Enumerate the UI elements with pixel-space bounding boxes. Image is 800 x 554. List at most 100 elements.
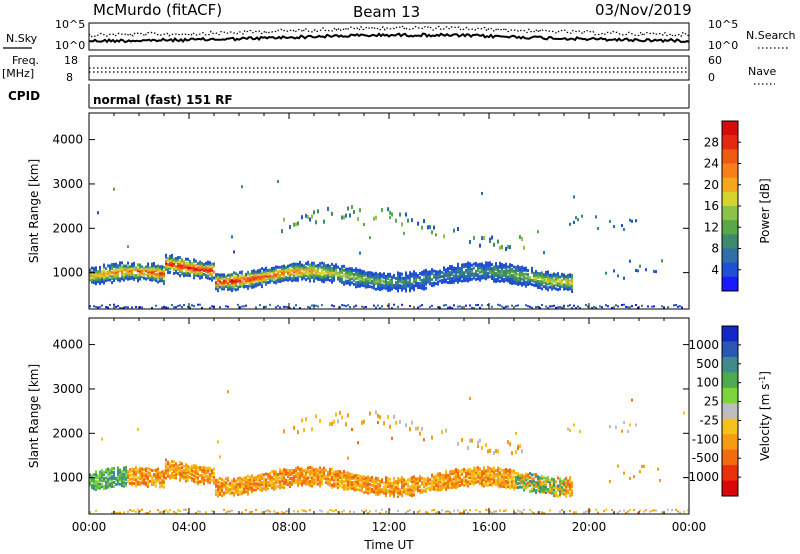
data-cell [551, 285, 553, 289]
data-cell [225, 279, 227, 283]
data-cell [569, 273, 571, 277]
data-cell [181, 264, 183, 268]
data-cell [507, 485, 509, 489]
data-cell [455, 483, 457, 487]
data-cell [603, 510, 605, 513]
data-cell [311, 271, 313, 275]
data-cell [139, 277, 141, 281]
data-cell [407, 492, 409, 496]
data-cell [541, 275, 543, 279]
data-cell [335, 265, 337, 269]
data-cell [347, 473, 349, 477]
data-cell [449, 472, 451, 476]
data-cell [353, 510, 355, 513]
data-cell [297, 476, 299, 480]
data-cell [243, 305, 245, 308]
data-cell [409, 491, 411, 495]
data-cell [409, 285, 411, 289]
data-cell [403, 484, 405, 488]
data-cell [343, 487, 345, 491]
data-cell [233, 477, 235, 481]
data-cell [151, 276, 153, 280]
data-cell [525, 486, 527, 490]
data-cell [141, 273, 143, 277]
data-cell [383, 284, 385, 288]
data-cell [521, 267, 523, 271]
data-cell [243, 277, 245, 281]
data-cell [201, 263, 203, 267]
data-cell [495, 272, 497, 276]
data-cell [101, 276, 103, 280]
data-cell [319, 476, 321, 480]
data-cell [483, 470, 485, 474]
data-cell [251, 269, 253, 273]
data-cell [281, 473, 283, 477]
data-cell [91, 280, 93, 284]
data-cell [541, 287, 543, 291]
data-cell [515, 273, 517, 277]
data-cell [215, 281, 217, 285]
data-cell [395, 281, 397, 285]
data-cell [283, 264, 285, 268]
data-cell [257, 476, 259, 480]
data-cell [345, 483, 347, 487]
data-cell [193, 465, 195, 469]
data-cell [159, 473, 161, 477]
data-cell [203, 264, 205, 268]
data-cell [507, 265, 509, 269]
data-cell [529, 278, 531, 282]
data-cell [361, 305, 363, 308]
data-cell [101, 471, 103, 475]
data-cell [431, 475, 433, 479]
data-cell [143, 276, 145, 280]
data-cell [389, 491, 391, 495]
data-cell [107, 485, 109, 489]
data-cell [391, 277, 393, 281]
data-cell [159, 485, 161, 489]
data-cell [185, 271, 187, 275]
data-cell [507, 305, 509, 308]
data-cell [123, 480, 125, 484]
data-cell [507, 271, 509, 275]
data-cell [243, 285, 245, 289]
data-cell [347, 275, 349, 279]
data-cell [227, 285, 229, 289]
data-cell [435, 276, 437, 280]
data-cell [221, 486, 223, 490]
data-cell [325, 274, 327, 278]
data-cell [253, 285, 255, 289]
data-cell [449, 478, 451, 482]
data-cell [145, 269, 147, 273]
data-cell [305, 480, 307, 484]
data-cell [397, 289, 399, 293]
data-cell [147, 276, 149, 280]
data-cell [267, 268, 269, 272]
data-cell [199, 480, 201, 484]
data-cell [535, 480, 537, 484]
data-cell [109, 268, 111, 272]
data-cell [471, 269, 473, 273]
data-cell [411, 272, 413, 276]
data-cell [389, 288, 391, 292]
data-cell [521, 477, 523, 481]
data-cell [537, 273, 539, 277]
data-cell [385, 282, 387, 286]
data-cell [415, 284, 417, 288]
data-cell [391, 485, 393, 489]
data-cell [221, 478, 223, 482]
data-cell [425, 278, 427, 282]
data-cell [413, 272, 415, 276]
data-cell [175, 306, 177, 309]
data-cell [409, 281, 411, 285]
data-cell [519, 282, 521, 286]
data-cell [505, 305, 507, 308]
data-cell [519, 477, 521, 481]
data-cell [553, 480, 555, 484]
data-cell [531, 489, 533, 493]
data-cell [431, 278, 433, 282]
data-cell [365, 484, 367, 488]
data-cell [547, 488, 549, 492]
data-cell [161, 269, 163, 273]
data-cell [525, 280, 527, 284]
data-cell [205, 478, 207, 482]
